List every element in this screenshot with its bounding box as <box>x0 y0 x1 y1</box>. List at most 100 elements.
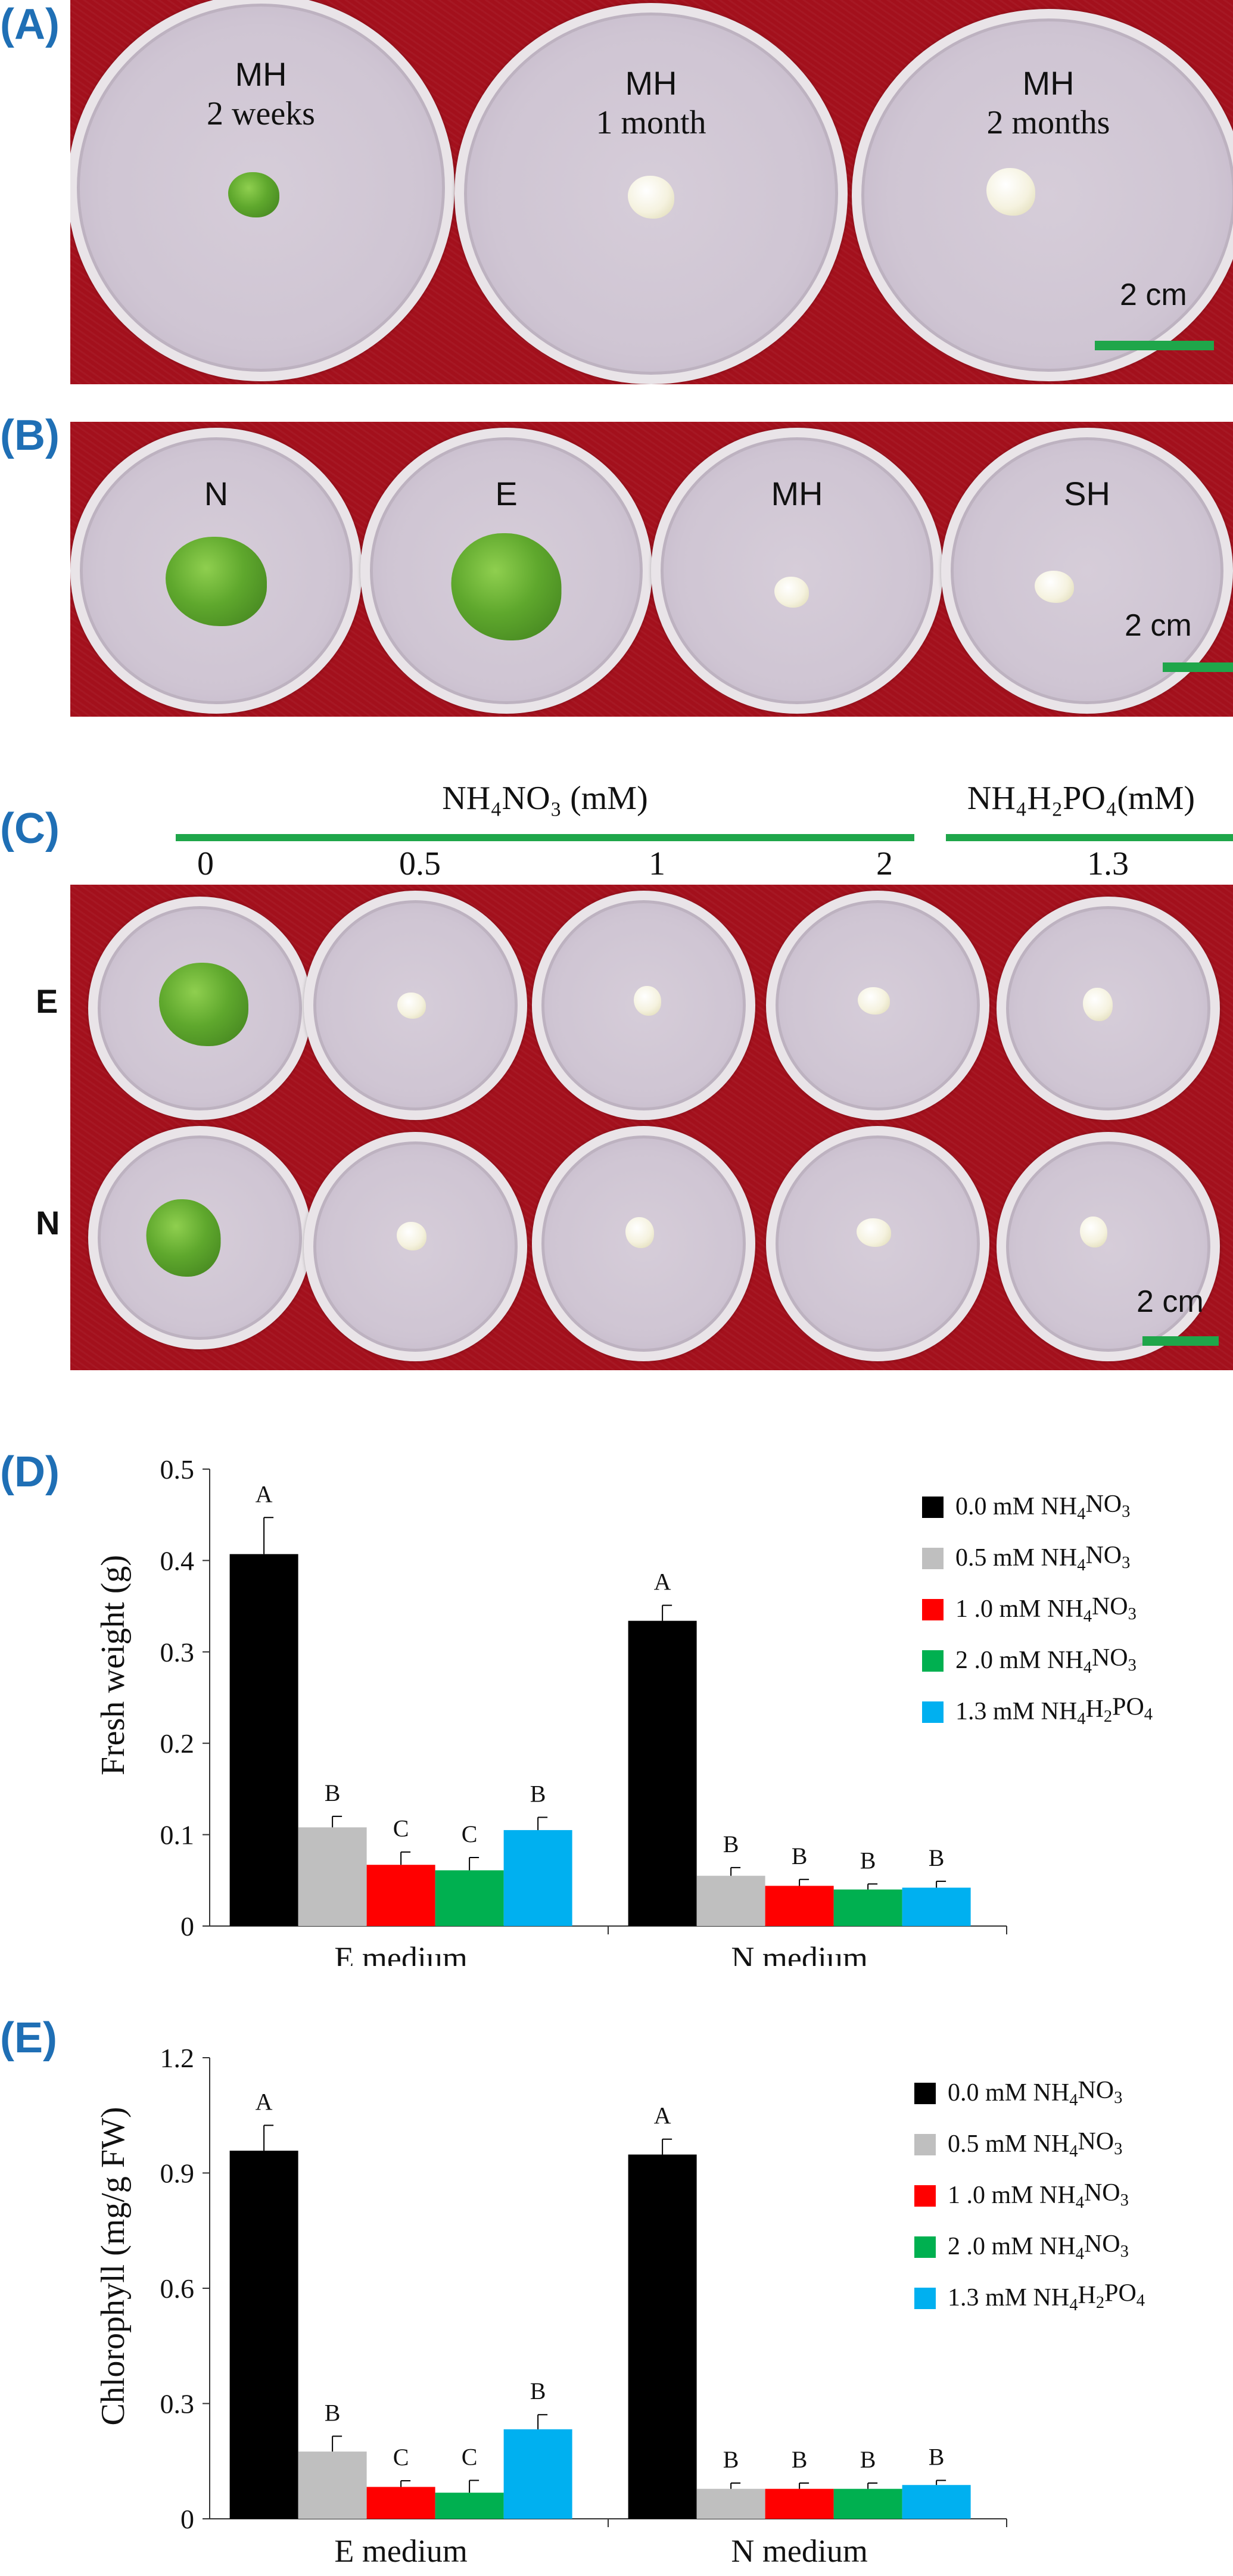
callus <box>628 176 674 219</box>
x-category-label: E medium <box>334 1940 467 1966</box>
callus <box>166 536 267 626</box>
panel-a-photo: MH 2 weeks MH 1 month MH 2 months 2 cm <box>70 0 1233 384</box>
c-header-nh4no3: NH₄NO₃ (mM) <box>442 780 648 817</box>
scale-bar <box>1142 1336 1219 1346</box>
significance-letter: B <box>530 1780 546 1807</box>
legend-swatch <box>914 2236 936 2258</box>
dish-label: SH <box>1064 475 1110 512</box>
significance-letter: B <box>792 2446 808 2473</box>
significance-letter: A <box>256 2089 273 2115</box>
bar <box>435 1870 504 1926</box>
bar <box>503 1830 572 1926</box>
c-conc-label: 0 <box>197 845 214 882</box>
bar <box>298 2451 367 2519</box>
legend-swatch <box>922 1650 944 1672</box>
bar <box>435 2493 504 2519</box>
bar <box>833 1889 902 1926</box>
legend-swatch <box>922 1497 944 1518</box>
bar <box>229 1554 298 1926</box>
dish-e: E <box>360 428 652 714</box>
legend-label: 1 .0 mM NH4NO3 <box>955 1593 1137 1626</box>
callus <box>451 533 562 640</box>
significance-letter: B <box>929 2444 945 2471</box>
dish-label: E <box>495 475 518 512</box>
bar <box>298 1827 367 1926</box>
dish-mh-2-weeks: MH 2 weeks <box>70 0 454 381</box>
dish-n-0 <box>88 1126 312 1349</box>
c-conc-label: 1 <box>649 845 665 882</box>
dish-e-2 <box>766 891 989 1120</box>
legend-label: 0.5 mM NH4NO3 <box>955 1542 1130 1575</box>
chart-fresh-weight: Fresh weight (g) 0 0.1 0.2 0.3 0.4 0.5 A B C C B E … <box>95 1454 1153 1966</box>
significance-letter: B <box>792 1843 808 1869</box>
bar <box>628 1620 697 1926</box>
bar <box>833 2488 902 2519</box>
c-header-nh4h2po4: NH₄H₂PO₄(mM) <box>967 780 1195 817</box>
x-category-label: N medium <box>731 1940 867 1966</box>
dish-n-1.3 <box>997 1132 1220 1361</box>
dish-label: MH <box>235 55 287 93</box>
bar <box>902 1887 971 1926</box>
x-category-label: N medium <box>731 2533 867 2569</box>
legend-swatch <box>914 2134 936 2155</box>
dish-e-0.5 <box>304 891 527 1120</box>
scale-bar <box>1095 341 1214 350</box>
c-row-label-n: N <box>36 1204 60 1242</box>
bar <box>503 2429 572 2519</box>
dish-mh: MH <box>651 428 943 714</box>
y-tick-label: 0.5 <box>160 1454 195 1485</box>
bar <box>229 2151 298 2519</box>
y-tick-label: 1.2 <box>160 2043 195 2073</box>
panel-c-photo: 2 cm <box>70 885 1233 1370</box>
chart-chlorophyll: Chlorophyll (mg/g FW) 0 0.3 0.6 0.9 1.2 A B C C B… <box>95 2043 1145 2569</box>
bar <box>902 2485 971 2519</box>
scale-bar-text: 2 cm <box>1137 1284 1204 1319</box>
callus <box>1080 1216 1108 1247</box>
y-axis-label: Chlorophyll (mg/g FW) <box>95 2107 132 2425</box>
y-tick-label: 0.9 <box>160 2158 195 2189</box>
panel-c-label: (C) <box>0 805 60 853</box>
scale-bar <box>1163 662 1233 672</box>
c-conc-label: 1.3 <box>1087 845 1129 882</box>
significance-letter: C <box>462 2444 478 2471</box>
significance-letter: B <box>860 1847 876 1874</box>
significance-letter: C <box>462 1821 478 1847</box>
significance-letter: B <box>325 1779 341 1806</box>
callus <box>146 1199 221 1277</box>
bar <box>696 1875 765 1926</box>
significance-letter: C <box>393 1815 409 1842</box>
legend-swatch <box>914 2083 936 2104</box>
dish-label: 1 month <box>596 104 706 141</box>
dish-label: N <box>204 475 229 512</box>
panel-a-label: (A) <box>0 1 60 48</box>
c-header-line-right <box>946 834 1233 841</box>
legend-label: 2 .0 mM NH4NO3 <box>948 2230 1129 2263</box>
bar <box>366 1865 435 1926</box>
callus <box>986 167 1036 216</box>
panel-b-label: (B) <box>0 412 60 459</box>
x-category-label: E medium <box>334 2533 467 2569</box>
dish-label: MH <box>625 64 677 102</box>
y-tick-label: 0.4 <box>160 1545 195 1576</box>
dish-n: N <box>70 428 362 714</box>
legend-label: 1 .0 mM NH4NO3 <box>948 2179 1129 2212</box>
significance-letter: B <box>723 2446 739 2473</box>
dish-label: MH <box>1022 64 1075 102</box>
significance-letter: B <box>929 1844 945 1871</box>
dish-n-1 <box>532 1126 755 1361</box>
legend-swatch <box>914 2185 936 2207</box>
bar <box>765 2488 834 2519</box>
dish-n-2 <box>766 1126 989 1361</box>
y-tick-label: 0 <box>180 1911 194 1942</box>
bar <box>628 2154 697 2519</box>
callus <box>397 992 426 1019</box>
legend-swatch <box>922 1701 944 1723</box>
significance-letter: B <box>860 2446 876 2473</box>
panel-e-label: (E) <box>0 2014 57 2062</box>
dish-e-1 <box>532 891 755 1120</box>
y-tick-label: 0 <box>180 2504 194 2534</box>
bar <box>765 1886 834 1926</box>
callus <box>857 987 890 1015</box>
bar <box>696 2488 765 2519</box>
y-tick-label: 0.6 <box>160 2273 195 2304</box>
